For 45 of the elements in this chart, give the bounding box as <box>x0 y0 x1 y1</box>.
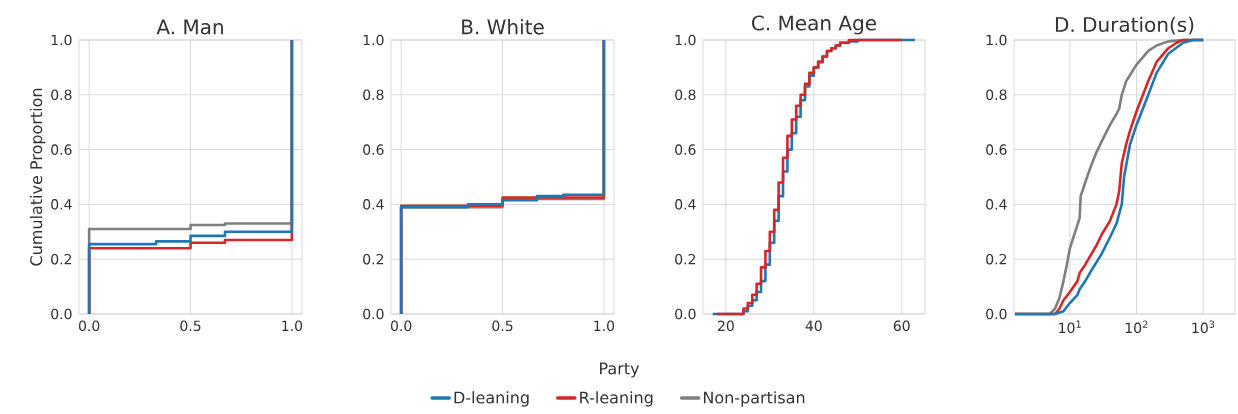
y-tick-label: 0.4 <box>986 199 1007 210</box>
y-tick-label: 0.8 <box>675 89 696 101</box>
y-axis-title: Cumulative Proportion <box>29 88 46 266</box>
y-tick-label: 0.0 <box>986 308 1007 320</box>
y-tick-label: 0.0 <box>675 308 696 320</box>
x-tick-label: 0.5 <box>180 320 201 332</box>
legend-label: R-leaning <box>580 391 653 407</box>
legend-title: Party <box>600 362 640 378</box>
x-tick-label: 60 <box>893 320 910 332</box>
y-tick-label: 1.0 <box>363 34 384 46</box>
y-tick-label: 0.6 <box>986 144 1007 155</box>
x-tick-label: 1.0 <box>282 320 303 332</box>
y-tick-label: 0.4 <box>51 199 72 210</box>
y-tick-label: 0.4 <box>363 199 384 210</box>
x-tick-label: 10$^{2}$ <box>1125 320 1148 334</box>
y-tick-label: 1.0 <box>51 34 72 46</box>
y-tick-label: 0.6 <box>51 144 72 155</box>
x-tick-label: 20 <box>717 320 734 332</box>
y-tick-label: 0.0 <box>363 308 384 320</box>
chart-title: C. Mean Age <box>752 15 877 35</box>
y-tick-label: 0.8 <box>363 89 384 101</box>
legend-label: D-leaning <box>454 391 529 407</box>
x-tick-label: 10$^{3}$ <box>1192 320 1215 334</box>
y-tick-label: 0.8 <box>51 89 72 101</box>
y-tick-label: 0.2 <box>51 253 72 265</box>
y-tick-label: 1.0 <box>986 34 1007 46</box>
x-tick-label: 1.0 <box>594 320 615 332</box>
y-tick-label: 0.0 <box>51 308 72 320</box>
y-tick-label: 0.6 <box>363 144 384 155</box>
x-tick-label: 10$^{1}$ <box>1059 320 1081 334</box>
y-tick-label: 1.0 <box>675 34 696 46</box>
y-tick-label: 0.6 <box>675 144 696 155</box>
y-tick-label: 0.2 <box>675 253 696 265</box>
x-tick-label: 40 <box>805 320 822 332</box>
y-tick-label: 0.4 <box>675 199 696 210</box>
y-tick-label: 0.2 <box>986 253 1007 265</box>
x-tick-label: 0.0 <box>390 320 412 332</box>
y-tick-label: 0.8 <box>986 89 1007 101</box>
chart-title: B. White <box>462 18 544 35</box>
legend-label: Non-partisan <box>703 391 805 407</box>
x-tick-label: 0.5 <box>492 320 513 332</box>
chart-title: D. Duration(s) <box>1055 16 1194 35</box>
x-tick-label: 0.0 <box>78 320 100 332</box>
y-tick-label: 0.2 <box>363 253 384 265</box>
chart-title: A. Man <box>156 19 223 35</box>
